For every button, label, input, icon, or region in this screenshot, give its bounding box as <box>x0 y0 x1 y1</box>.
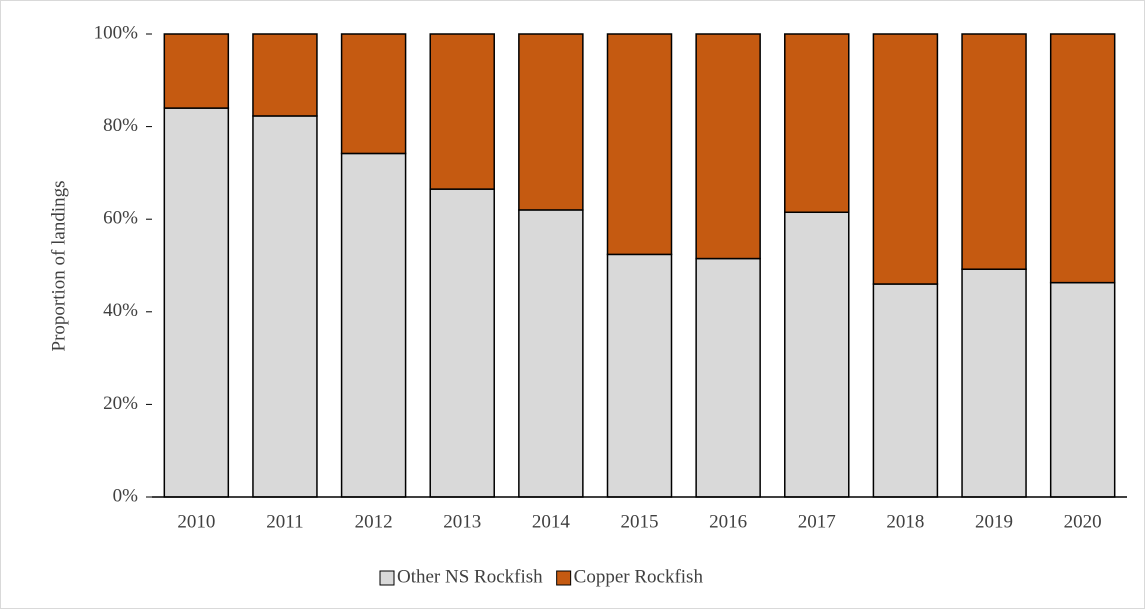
y-tick-label: 40% <box>103 300 138 321</box>
x-tick-label: 2015 <box>621 511 659 532</box>
x-tick-label: 2017 <box>798 511 836 532</box>
bar-segment <box>784 33 850 214</box>
legend-label: Other NS Rockfish <box>397 566 543 587</box>
y-tick-label: 100% <box>94 22 139 43</box>
x-tick-label: 2018 <box>886 511 924 532</box>
y-tick-label: 60% <box>103 208 138 229</box>
bar-segment <box>252 33 318 117</box>
legend-label: Copper Rockfish <box>574 566 704 587</box>
legend-swatch <box>556 570 572 586</box>
bar-segment <box>163 107 230 498</box>
x-tick-label: 2014 <box>532 511 571 532</box>
bar-segment <box>518 33 584 211</box>
x-tick-label: 2019 <box>975 511 1013 532</box>
bar-segment <box>784 211 850 498</box>
bar-segment <box>606 33 673 256</box>
x-tick-label: 2020 <box>1064 511 1102 532</box>
bar-segment <box>252 115 318 498</box>
y-tick-label: 20% <box>103 393 138 414</box>
bar-segment <box>1049 33 1116 284</box>
bar-segment <box>518 209 584 498</box>
x-tick-label: 2012 <box>355 511 393 532</box>
bar-segment <box>961 268 1027 498</box>
bar-segment <box>429 33 495 190</box>
bar-segment <box>163 33 230 109</box>
bar-segment <box>695 257 761 498</box>
x-tick-label: 2011 <box>266 511 303 532</box>
x-tick-label: 2010 <box>177 511 215 532</box>
bar-segment <box>1049 281 1116 498</box>
bar-segment <box>340 33 407 155</box>
bar-segment <box>340 152 407 498</box>
bar-segment <box>961 33 1027 270</box>
x-tick-label: 2016 <box>709 511 747 532</box>
legend-swatch <box>379 570 395 586</box>
y-axis-label: Proportion of landings <box>48 181 69 352</box>
bar-segment <box>872 283 939 498</box>
x-tick-label: 2013 <box>443 511 481 532</box>
bar-segment <box>695 33 761 260</box>
bar-segment <box>872 33 939 285</box>
bar-segment <box>429 188 495 498</box>
y-tick-label: 0% <box>113 485 139 506</box>
bar-segment <box>606 253 673 498</box>
y-tick-label: 80% <box>103 115 138 136</box>
